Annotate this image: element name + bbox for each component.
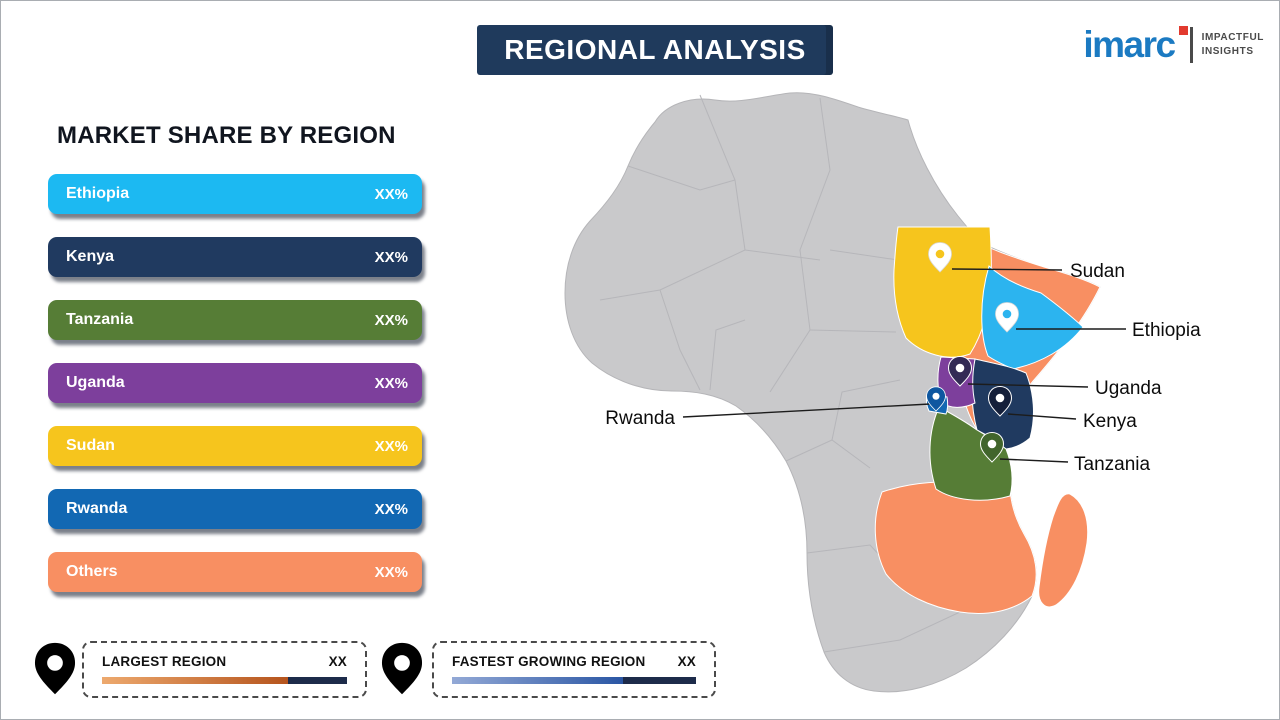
largest-region-pin-icon (34, 642, 76, 695)
largest-region-label: LARGEST REGION (102, 654, 227, 669)
bar-kenya: Kenya XX% (48, 237, 422, 277)
logo-accent (1179, 26, 1189, 35)
map-label-uganda: Uganda (1095, 378, 1162, 399)
bar-value: XX% (374, 248, 408, 266)
bar-ethiopia: Ethiopia XX% (48, 174, 422, 214)
country-others-madagascar (1038, 493, 1089, 608)
map-pin-uganda (947, 355, 973, 387)
logo-tagline-line1: IMPACTFUL (1201, 32, 1264, 43)
largest-region-box: LARGEST REGION XX (82, 641, 367, 698)
logo-tagline-line2: INSIGHTS (1201, 45, 1254, 57)
fastest-growing-pin-icon (381, 642, 423, 695)
bar-label: Kenya (66, 248, 115, 265)
map-label-kenya: Kenya (1083, 411, 1137, 432)
map-label-sudan: Sudan (1070, 261, 1125, 282)
bar-value: XX% (374, 500, 408, 518)
title-banner: REGIONAL ANALYSIS (477, 25, 833, 75)
map-pin-sudan (928, 242, 952, 273)
bar-label: Rwanda (66, 500, 128, 517)
fastest-growing-bar-fill (452, 677, 623, 684)
map-label-rwanda: Rwanda (605, 408, 675, 429)
bar-value: XX% (374, 311, 408, 329)
fastest-growing-label: FASTEST GROWING REGION (452, 654, 646, 669)
fastest-growing-bar-tail (622, 677, 696, 684)
fastest-growing-box: FASTEST GROWING REGION XX (432, 641, 716, 698)
fastest-growing-value: XX (677, 654, 696, 669)
panel-heading: MARKET SHARE BY REGION (57, 122, 396, 149)
bar-label: Tanzania (66, 311, 134, 328)
bar-label: Sudan (66, 437, 115, 454)
bar-label: Others (66, 563, 118, 580)
page-title: REGIONAL ANALYSIS (504, 34, 806, 65)
map-label-ethiopia: Ethiopia (1132, 320, 1201, 341)
bar-label: Uganda (66, 374, 125, 391)
bar-value: XX% (374, 437, 408, 455)
bar-value: XX% (374, 563, 408, 581)
bar-value: XX% (374, 185, 408, 203)
bar-value: XX% (374, 374, 408, 392)
largest-region-bar (102, 677, 347, 684)
country-tanzania (929, 406, 1013, 501)
map-pin-kenya (987, 385, 1013, 417)
logo-brand-text: imarc (1083, 24, 1176, 65)
market-share-bars: Ethiopia XX% Kenya XX% Tanzania XX% Ugan… (48, 174, 422, 592)
bar-others: Others XX% (48, 552, 422, 592)
bar-rwanda: Rwanda XX% (48, 489, 422, 529)
bar-sudan: Sudan XX% (48, 426, 422, 466)
country-ethiopia (981, 265, 1084, 370)
fastest-growing-bar (452, 677, 696, 684)
map-label-tanzania: Tanzania (1074, 454, 1150, 475)
imarc-logo: imarc IMPACTFUL INSIGHTS (1083, 26, 1264, 63)
logo-tagline: IMPACTFUL INSIGHTS (1202, 31, 1264, 58)
leader-lines (682, 268, 1126, 463)
bar-tanzania: Tanzania XX% (48, 300, 422, 340)
map-pin-ethiopia (995, 302, 1019, 333)
logo-divider (1189, 26, 1193, 63)
map-pin-tanzania (979, 431, 1005, 463)
largest-region-bar-tail (288, 677, 347, 684)
largest-region-value: XX (328, 654, 347, 669)
largest-region-bar-fill (102, 677, 289, 684)
bar-label: Ethiopia (66, 185, 130, 202)
country-borders (599, 94, 961, 653)
map-pin-rwanda (926, 386, 946, 412)
bar-uganda: Uganda XX% (48, 363, 422, 403)
